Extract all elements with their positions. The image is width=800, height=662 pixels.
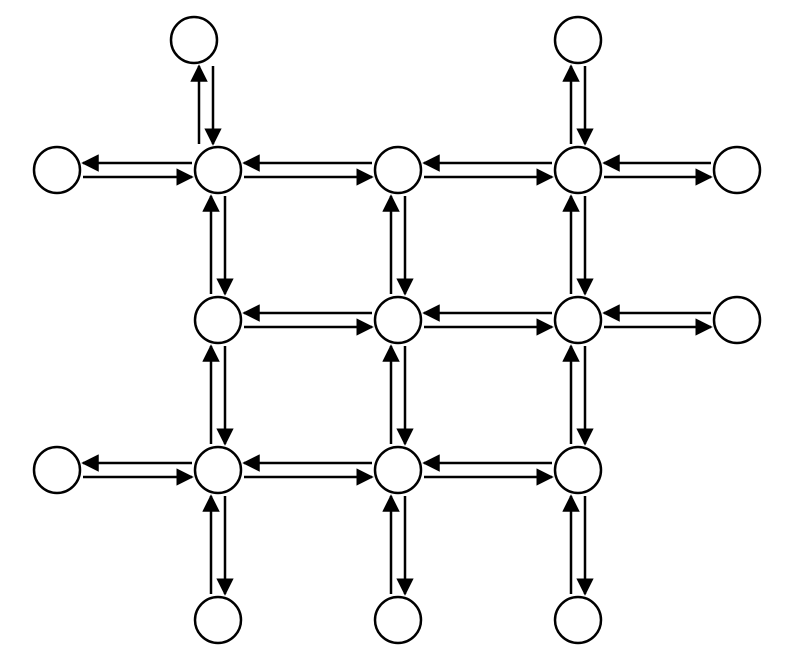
graph-node [555, 597, 601, 643]
graph-node [555, 447, 601, 493]
graph-node [34, 147, 80, 193]
graph-node [714, 147, 760, 193]
graph-node [195, 297, 241, 343]
graph-node [375, 597, 421, 643]
graph-node [555, 147, 601, 193]
graph-node [375, 447, 421, 493]
nodes-layer [34, 17, 760, 643]
network-diagram [0, 0, 800, 662]
graph-node [555, 297, 601, 343]
graph-node [195, 597, 241, 643]
graph-node [34, 447, 80, 493]
graph-node [375, 147, 421, 193]
graph-node [375, 297, 421, 343]
graph-node [195, 447, 241, 493]
graph-node [171, 17, 217, 63]
graph-node [195, 147, 241, 193]
graph-node [555, 17, 601, 63]
graph-node [714, 297, 760, 343]
